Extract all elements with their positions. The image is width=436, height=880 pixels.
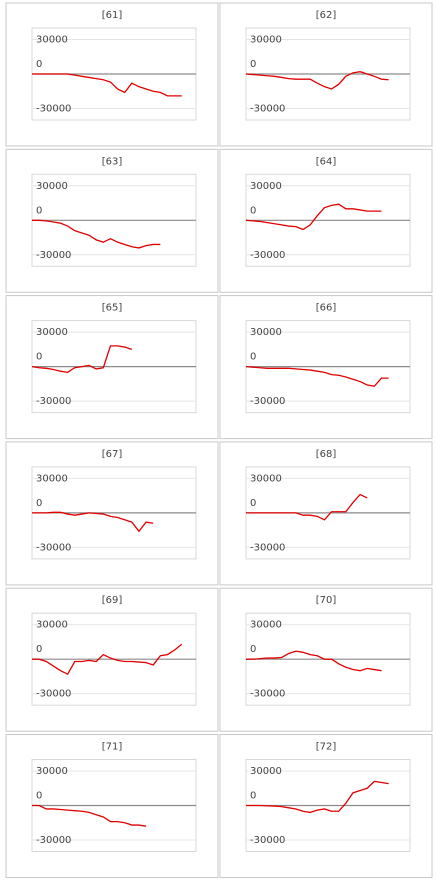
data-line [246, 493, 368, 521]
chart-title: [63] [102, 156, 123, 167]
chart-title: [71] [102, 742, 123, 753]
y-tick-label: 0 [36, 352, 42, 363]
chart-title: [68] [316, 449, 337, 460]
chart-title: [64] [316, 156, 337, 167]
data-line [246, 780, 389, 814]
data-line [246, 650, 382, 672]
y-tick-label: -30000 [36, 250, 71, 261]
y-tick-label: 0 [36, 59, 42, 70]
y-tick-label: -30000 [250, 250, 285, 261]
y-tick-label: -30000 [250, 396, 285, 407]
y-tick-label: 0 [250, 59, 256, 70]
y-tick-label: 30000 [250, 181, 282, 192]
y-tick-label: 0 [36, 498, 42, 509]
y-tick-label: -30000 [250, 835, 285, 846]
chart-title: [67] [102, 449, 123, 460]
y-tick-label: 0 [250, 205, 256, 216]
chart-title: [70] [316, 595, 337, 606]
chart-title: [69] [102, 595, 123, 606]
y-tick-label: 0 [250, 352, 256, 363]
y-tick-label: 0 [250, 791, 256, 802]
chart-title: [66] [316, 303, 337, 314]
y-tick-label: -30000 [36, 104, 71, 115]
y-tick-label: -30000 [36, 835, 71, 846]
y-tick-label: 30000 [250, 327, 282, 338]
y-tick-label: 30000 [36, 620, 68, 631]
chart-title: [72] [316, 742, 337, 753]
y-tick-label: 30000 [36, 473, 68, 484]
y-tick-label: 0 [250, 498, 256, 509]
y-tick-label: 30000 [36, 766, 68, 777]
y-tick-label: 30000 [250, 620, 282, 631]
y-tick-label: -30000 [36, 542, 71, 553]
y-tick-label: -30000 [36, 396, 71, 407]
data-line [32, 511, 154, 533]
y-tick-label: 0 [250, 644, 256, 655]
data-line [245, 365, 389, 387]
chart-title: [65] [102, 303, 123, 314]
data-line [31, 345, 133, 374]
y-tick-label: 0 [36, 791, 42, 802]
y-tick-label: -30000 [250, 542, 285, 553]
y-tick-label: 30000 [250, 766, 282, 777]
y-tick-label: -30000 [250, 689, 285, 700]
y-tick-label: 30000 [36, 181, 68, 192]
y-tick-label: -30000 [250, 104, 285, 115]
y-tick-label: 30000 [250, 35, 282, 46]
data-line [245, 203, 382, 231]
data-line [32, 643, 183, 676]
data-line [245, 71, 389, 90]
data-line [32, 219, 161, 249]
data-line [32, 73, 182, 97]
y-tick-label: 0 [36, 205, 42, 216]
chart-title: [61] [102, 10, 123, 21]
data-line [32, 804, 147, 827]
y-tick-label: 0 [36, 644, 42, 655]
chart-title: [62] [316, 10, 337, 21]
y-tick-label: 30000 [36, 327, 68, 338]
y-tick-label: -30000 [36, 689, 71, 700]
y-tick-label: 30000 [36, 35, 68, 46]
y-tick-label: 30000 [250, 473, 282, 484]
